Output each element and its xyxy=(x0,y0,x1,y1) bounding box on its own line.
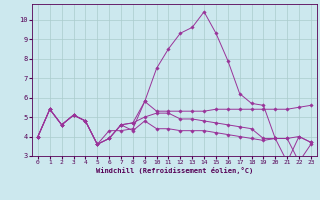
X-axis label: Windchill (Refroidissement éolien,°C): Windchill (Refroidissement éolien,°C) xyxy=(96,167,253,174)
